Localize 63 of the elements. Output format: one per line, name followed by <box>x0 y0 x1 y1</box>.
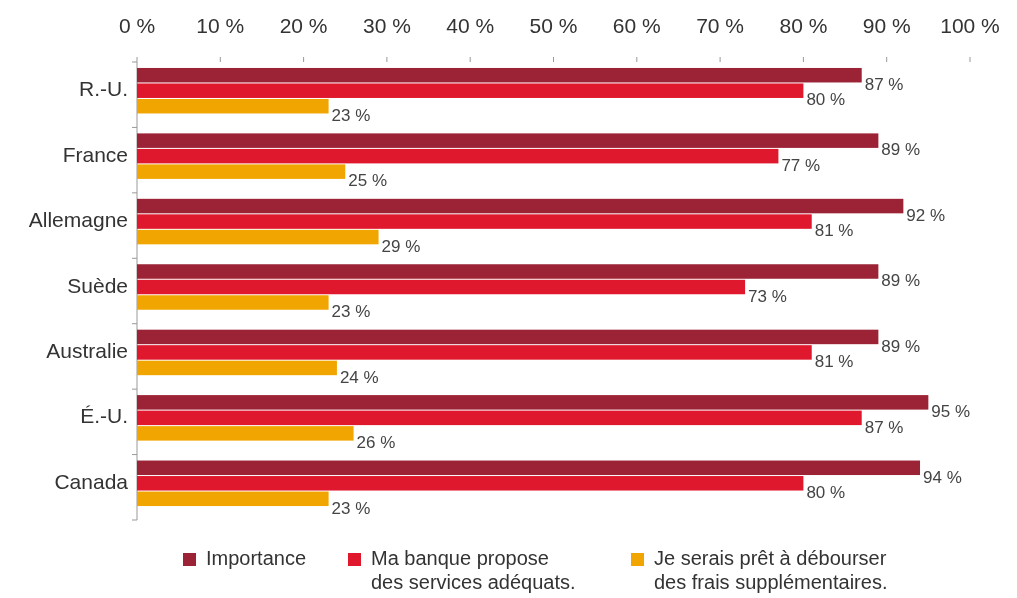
data-label: 89 % <box>881 271 921 291</box>
bar <box>137 426 354 441</box>
bar <box>137 279 746 295</box>
data-label: 81 % <box>814 352 854 372</box>
bar <box>137 229 379 245</box>
bar <box>137 164 346 179</box>
bar <box>137 491 329 507</box>
data-label: 80 % <box>806 483 846 503</box>
y-tick-label: France <box>62 142 128 166</box>
x-tick-label: 100 % <box>940 14 1000 37</box>
bar <box>137 67 862 83</box>
x-tick-label: 50 % <box>529 14 578 37</box>
bar <box>137 198 904 214</box>
y-tick-label: É.-U. <box>80 404 128 428</box>
y-tick-label: Suède <box>67 273 128 297</box>
x-tick-label: 70 % <box>696 14 745 37</box>
y-tick-label: R.-U. <box>79 77 128 101</box>
data-label: 23 % <box>331 498 371 518</box>
bar <box>137 264 879 279</box>
data-label: 92 % <box>906 205 946 225</box>
bar <box>137 360 337 376</box>
data-label: 23 % <box>331 105 371 125</box>
legend-label: Importance <box>206 547 307 570</box>
data-label: 77 % <box>781 155 821 175</box>
x-tick-label: 20 % <box>279 14 328 37</box>
bar <box>137 295 329 310</box>
y-tick-label: Australie <box>46 338 128 362</box>
x-tick-label: 0 % <box>118 14 156 37</box>
data-label: 73 % <box>748 286 787 306</box>
x-tick-label: 30 % <box>362 14 411 37</box>
data-label: 29 % <box>381 236 421 256</box>
bar <box>137 148 779 164</box>
x-tick-label: 60 % <box>612 14 661 37</box>
data-label: 94 % <box>923 467 962 487</box>
data-label: 95 % <box>931 402 971 422</box>
data-label: 23 % <box>331 302 371 322</box>
bar <box>137 98 329 114</box>
data-label: 25 % <box>348 171 387 191</box>
data-label: 87 % <box>864 417 904 437</box>
data-label: 89 % <box>881 336 921 356</box>
x-tick-label: 80 % <box>779 14 828 37</box>
x-tick-label: 90 % <box>862 14 911 37</box>
data-label: 24 % <box>339 367 379 387</box>
bar <box>137 329 879 345</box>
legend-label: Je serais prêt à débourser des frais supplémentaires. <box>654 547 888 594</box>
bar <box>137 476 804 491</box>
x-tick-label: 40 % <box>446 14 495 37</box>
data-label: 26 % <box>356 433 396 453</box>
bar <box>137 214 812 229</box>
bar <box>137 410 862 426</box>
data-label: 80 % <box>806 90 846 110</box>
bar <box>137 395 929 410</box>
data-label: 89 % <box>881 140 921 160</box>
data-label: 87 % <box>864 74 904 94</box>
bar <box>137 133 879 148</box>
legend-label: Ma banque propose des services adéquats. <box>371 547 576 594</box>
bar <box>137 460 921 476</box>
y-tick-label: Allemagne <box>28 208 128 232</box>
y-tick-label: Canada <box>54 469 129 493</box>
bar <box>137 345 812 360</box>
x-tick-label: 10 % <box>196 14 245 37</box>
bar <box>137 83 804 98</box>
data-label: 81 % <box>814 221 854 241</box>
